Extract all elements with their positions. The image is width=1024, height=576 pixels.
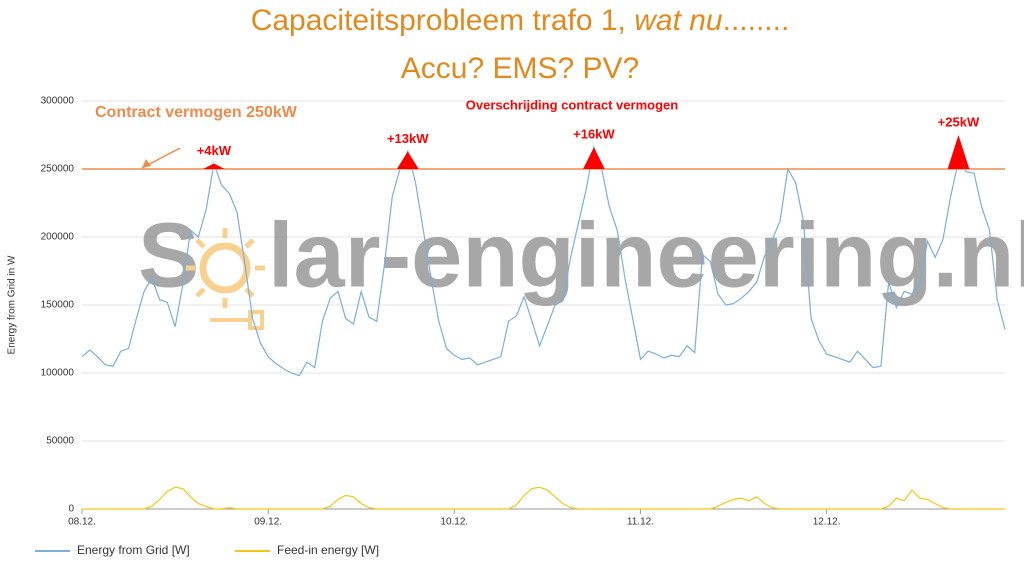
y-tick-label: 300000	[41, 96, 75, 107]
exceedance-peak	[947, 135, 970, 169]
x-tick-label: 12.12.	[813, 517, 841, 528]
x-tick-label: 09.12.	[254, 517, 282, 528]
reference-label: Contract vermogen 250kW	[95, 104, 298, 121]
y-tick-label: 250000	[41, 164, 75, 175]
exceedance-label: +4kW	[197, 143, 232, 158]
exceedance-label: +25kW	[938, 114, 980, 129]
y-axis-label: Energy from Grid in W	[7, 255, 18, 354]
x-tick-label: 10.12.	[440, 517, 468, 528]
chart-title: Capaciteitsprobleem trafo 1, wat nu.....…	[251, 4, 790, 37]
arrow-head	[142, 159, 151, 168]
exceedance-peak	[396, 151, 419, 169]
y-tick-label: 0	[68, 504, 74, 515]
x-tick-label: 08.12.	[68, 517, 96, 528]
series-line	[82, 486, 1005, 510]
legend-label: Feed-in energy [W]	[277, 543, 379, 557]
exceedance-peak	[202, 163, 225, 169]
watermark: S lar-engineering.nl	[138, 204, 1024, 330]
exceedance-label: +13kW	[387, 131, 429, 146]
chart-title: Accu? EMS? PV?	[401, 52, 639, 85]
y-tick-label: 150000	[41, 300, 75, 311]
y-tick-label: 100000	[41, 368, 75, 379]
legend-label: Energy from Grid [W]	[77, 543, 190, 557]
sun-icon	[185, 228, 265, 330]
y-tick-label: 50000	[46, 436, 74, 447]
watermark-text: S	[138, 204, 199, 306]
title-part: Capaciteitsprobleem trafo 1,	[251, 4, 635, 37]
series-line	[81, 144, 1006, 377]
exceedance-peak	[583, 147, 605, 169]
title-part: wat nu	[634, 4, 723, 37]
x-tick-label: 11.12.	[627, 517, 654, 528]
annotation: Overschrijding contract vermogen	[466, 97, 678, 112]
exceedance-label: +16kW	[573, 127, 615, 142]
watermark-text: lar-engineering.nl	[268, 204, 1024, 306]
title-part: ........	[723, 4, 790, 37]
y-tick-label: 200000	[41, 232, 75, 243]
